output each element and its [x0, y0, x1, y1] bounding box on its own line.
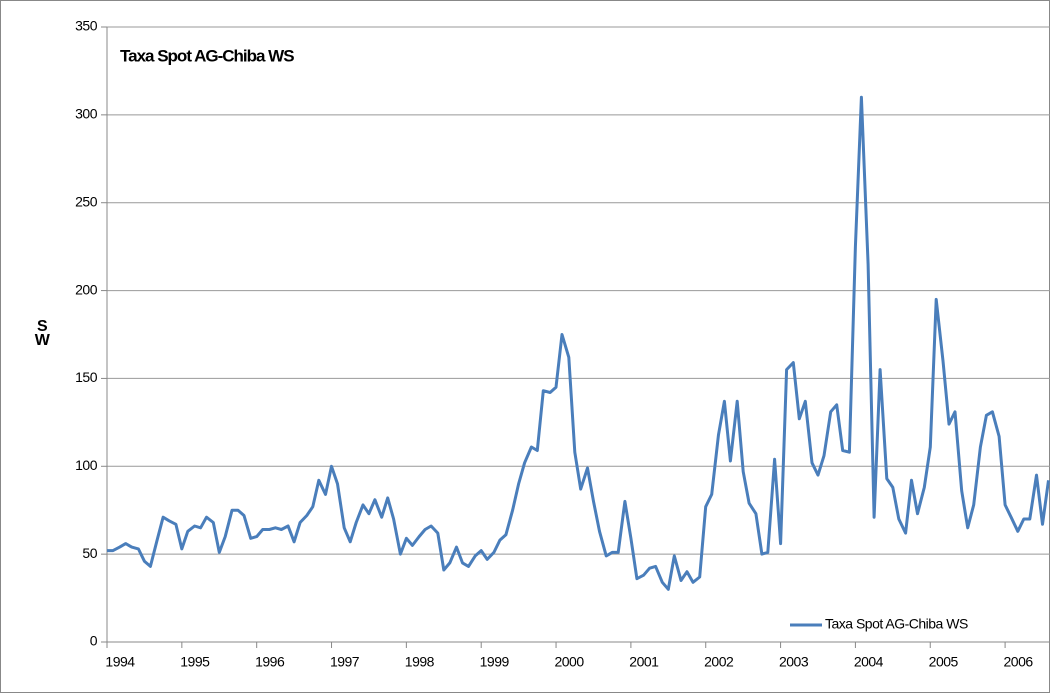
- y-tick-label: 0: [90, 633, 98, 649]
- x-tick-label: 1996: [255, 654, 285, 670]
- y-tick-label: 250: [75, 193, 98, 209]
- x-tick-label: 2001: [629, 654, 659, 670]
- y-tick-label: 50: [82, 545, 97, 561]
- y-axis-label: SW: [33, 318, 50, 346]
- y-tick-label: 350: [75, 18, 98, 34]
- data-line: [107, 95, 1050, 591]
- x-tick-label: 1995: [180, 654, 210, 670]
- y-tick-label: 200: [75, 281, 98, 297]
- y-tick-label: 150: [75, 369, 98, 385]
- x-tick-label: 2005: [929, 654, 959, 670]
- x-tick-label: 1999: [480, 654, 510, 670]
- chart-title: Taxa Spot AG-Chiba WS: [120, 46, 294, 65]
- y-tick-label: 100: [75, 457, 98, 473]
- x-tick-label: 2002: [704, 654, 734, 670]
- x-tick-label: 2000: [554, 654, 584, 670]
- x-tick-label: 2003: [779, 654, 809, 670]
- x-tick-label: 1994: [105, 654, 135, 670]
- x-tick-label: 1998: [405, 654, 435, 670]
- legend-label: Taxa Spot AG-Chiba WS: [825, 616, 968, 632]
- x-tick-label: 1997: [330, 654, 360, 670]
- x-tick-label: 2004: [854, 654, 884, 670]
- x-tick-label: 2006: [1004, 654, 1034, 670]
- y-tick-label: 300: [75, 106, 98, 122]
